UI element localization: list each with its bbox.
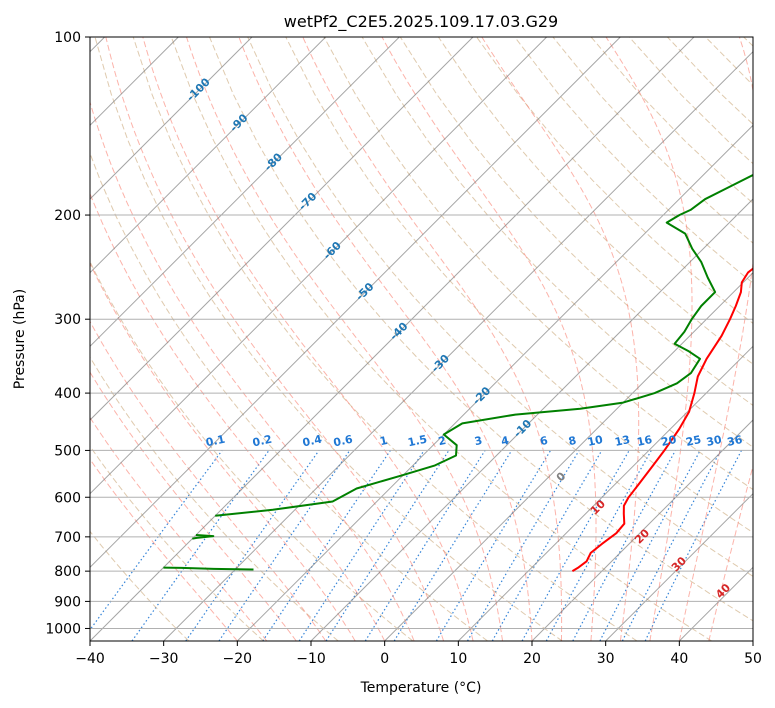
axis-ticks: −40 −30 −20 −10 0 10 20 30 40 5010020030040050060… xyxy=(45,30,762,667)
moist-adiabat xyxy=(90,192,386,641)
moist-adiabat xyxy=(678,37,753,641)
moist-adiabat xyxy=(90,458,238,641)
dry-adiabat xyxy=(247,37,753,577)
y-tick-label: 400 xyxy=(54,386,81,402)
moist-adiabat xyxy=(90,371,297,641)
dry-adiabat xyxy=(90,445,264,641)
mixing-ratio-label: 2 xyxy=(437,434,447,448)
isotherm-line xyxy=(531,419,753,641)
moist-adiabat xyxy=(605,37,693,641)
dry-adiabat xyxy=(437,37,753,365)
x-tick-label: 40 xyxy=(670,651,688,667)
temperature-profile xyxy=(571,267,753,572)
x-tick-label: −10 xyxy=(296,651,326,667)
dry-adiabat xyxy=(399,37,753,407)
mixing-ratio-label: 6 xyxy=(539,434,550,448)
mixing-ratio-label: 20 xyxy=(660,433,678,449)
mixing-ratio-line xyxy=(325,450,450,641)
y-tick-label: 300 xyxy=(54,312,81,328)
mixing-ratio-label: 1 xyxy=(379,434,389,448)
mixing-ratio-label: 30 xyxy=(705,433,723,449)
profile-lines xyxy=(163,173,753,572)
chart-title: wetPf2_C2E5.2025.109.17.03.G29 xyxy=(284,12,558,32)
moist-adiabat xyxy=(142,37,474,641)
moist-adiabat xyxy=(302,37,563,641)
mixing-ratio-line xyxy=(298,450,425,641)
mixing-ratio-label: 0.4 xyxy=(301,433,323,450)
x-axis-label: Temperature (°C) xyxy=(360,680,482,696)
mixing-ratio-label: 8 xyxy=(567,434,577,448)
y-tick-label: 500 xyxy=(54,443,81,459)
dry-adiabat xyxy=(90,356,339,641)
isotherm-line xyxy=(90,37,253,200)
plot-frame xyxy=(89,36,754,642)
y-tick-label: 600 xyxy=(54,490,81,506)
dewpoint-profile xyxy=(163,173,753,571)
y-tick-label: 800 xyxy=(54,564,81,580)
dry-adiabat xyxy=(94,37,563,641)
x-tick-label: −30 xyxy=(149,651,179,667)
mixing-ratio-line xyxy=(218,450,351,641)
dry-adiabat xyxy=(361,37,753,448)
isotherm-line xyxy=(163,50,753,641)
isotherm-line xyxy=(90,37,621,569)
mixing-ratio-line xyxy=(393,450,513,641)
dry-adiabat xyxy=(90,530,190,641)
isotherm-line xyxy=(605,492,753,641)
x-tick-label: 50 xyxy=(744,651,762,667)
mixing-ratio-line xyxy=(545,450,652,641)
isotherm-line xyxy=(90,37,695,641)
mixing-ratio-label: 3 xyxy=(473,434,483,448)
mixing-ratio-label: 0.6 xyxy=(332,433,354,450)
isotherm-line xyxy=(90,37,474,421)
dry-adiabat xyxy=(514,37,753,284)
mixing-ratio-label: 13 xyxy=(614,433,632,449)
background-lines xyxy=(90,37,753,641)
moist-adiabat xyxy=(90,262,356,641)
x-tick-label: 20 xyxy=(523,651,541,667)
mixing-ratio-label: 0.2 xyxy=(251,433,273,450)
x-tick-label: −40 xyxy=(75,651,105,667)
y-axis-label: Pressure (hPa) xyxy=(12,289,28,389)
dry-adiabat xyxy=(132,37,638,641)
mixing-ratio-label: 0.1 xyxy=(204,433,226,450)
x-tick-label: 10 xyxy=(449,651,467,667)
mixing-ratio-line xyxy=(521,450,630,641)
y-tick-label: 700 xyxy=(54,530,81,546)
x-tick-label: −20 xyxy=(223,651,253,667)
y-tick-label: 200 xyxy=(54,208,81,224)
mixing-ratio-label: 1.5 xyxy=(407,433,429,450)
moist-adiabat xyxy=(90,416,268,641)
mixing-ratio-line xyxy=(644,450,743,641)
y-tick-label: 900 xyxy=(54,594,81,610)
mixing-ratio-line xyxy=(90,450,223,631)
dry-adiabat xyxy=(170,37,712,641)
isotherm-line xyxy=(90,37,548,495)
mixing-ratio-line xyxy=(185,450,320,641)
mixing-ratio-line xyxy=(621,450,722,641)
y-tick-label: 1000 xyxy=(45,621,81,637)
moist-adiabat xyxy=(238,37,533,641)
mixing-ratio-label: 10 xyxy=(586,433,604,449)
dry-adiabat xyxy=(90,151,488,641)
moist-adiabat xyxy=(381,37,597,641)
isotherm-line xyxy=(384,271,753,641)
mixing-ratio-label: 25 xyxy=(685,433,703,449)
y-tick-label: 100 xyxy=(54,30,81,46)
mixing-ratio-label: 36 xyxy=(726,433,744,449)
isotherm-line xyxy=(90,37,400,348)
isotherm-line xyxy=(90,37,327,274)
dry-adiabat xyxy=(209,37,753,622)
x-tick-label: 0 xyxy=(380,651,389,667)
isotherm-line xyxy=(236,124,753,641)
isotherm-line xyxy=(310,198,753,641)
mixing-ratio-line xyxy=(572,450,677,641)
mixing-ratio-label: 4 xyxy=(500,434,511,448)
mixing-ratio-label: 16 xyxy=(636,433,654,449)
x-tick-label: 30 xyxy=(597,651,615,667)
isotherm-line xyxy=(457,345,753,641)
